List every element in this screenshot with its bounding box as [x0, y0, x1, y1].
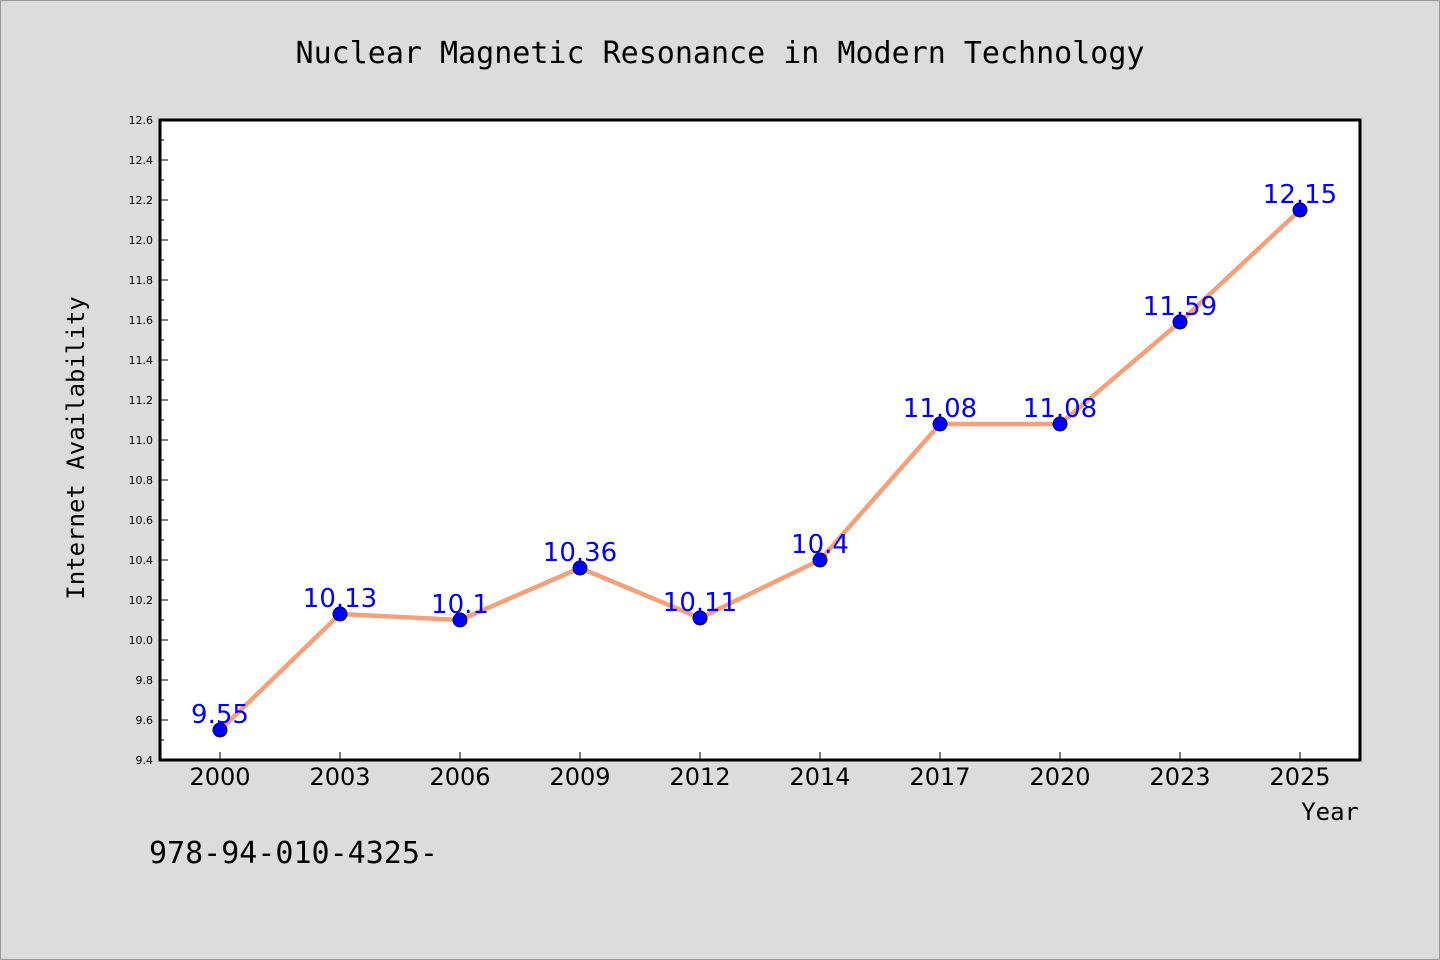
data-label: 10.13: [303, 584, 377, 614]
data-point: [572, 560, 588, 576]
footer-text: 978-94-010-4325-: [149, 836, 438, 871]
data-label: 11.59: [1143, 292, 1217, 322]
x-tick-label: 2014: [789, 763, 850, 791]
x-tick-label: 2025: [1269, 763, 1330, 791]
data-point: [332, 606, 348, 622]
data-point: [932, 416, 948, 432]
data-label: 10.1: [431, 590, 489, 620]
data-label: 9.55: [191, 700, 249, 730]
x-tick-label: 2017: [909, 763, 970, 791]
x-tick-label: 2020: [1029, 763, 1090, 791]
x-tick-label: 2023: [1149, 763, 1210, 791]
series-markers: [212, 202, 1308, 738]
data-point: [212, 722, 228, 738]
data-point: [692, 610, 708, 626]
y-tick-label: 11.2: [129, 394, 154, 407]
y-tick-label: 11.0: [129, 434, 154, 447]
data-label: 11.08: [1023, 394, 1097, 424]
y-tick-label: 9.6: [136, 714, 154, 727]
y-tick-label: 10.8: [129, 474, 154, 487]
x-tick-label: 2000: [189, 763, 250, 791]
y-axis-label: Internet Availability: [62, 296, 90, 599]
y-tick-label: 10.6: [129, 514, 154, 527]
x-tick-label: 2003: [309, 763, 370, 791]
y-tick-label: 10.0: [129, 634, 154, 647]
data-point: [1052, 416, 1068, 432]
data-labels: 9.55 10.13 10.1 10.36 10.11 10.4 11.08 11.08 11.…: [191, 180, 1337, 730]
series-line: [217, 207, 1303, 733]
x-tick-label: 2012: [669, 763, 730, 791]
data-point: [452, 612, 468, 628]
y-tick-label: 11.6: [129, 314, 154, 327]
y-tick-label: 12.2: [129, 194, 154, 207]
y-tick-label: 10.2: [129, 594, 154, 607]
y-tick-label: 12.0: [129, 234, 154, 247]
y-tick-label: 11.4: [129, 354, 154, 367]
y-axis: 9.4 9.6 9.8 10.0 10.2 10.4 10.6 10.8 11.0 11.2 11.…: [129, 114, 168, 767]
y-tick-label: 9.8: [136, 674, 154, 687]
data-label: 12.15: [1263, 180, 1337, 210]
data-label: 10.11: [663, 588, 737, 618]
data-point: [812, 552, 828, 568]
y-tick-label: 9.4: [136, 754, 154, 767]
y-tick-label: 12.4: [129, 154, 154, 167]
x-axis-label: Year: [1301, 798, 1359, 826]
chart-title: Nuclear Magnetic Resonance in Modern Tec…: [296, 36, 1145, 71]
x-tick-label: 2009: [549, 763, 610, 791]
data-label: 10.4: [791, 530, 849, 560]
x-tick-label: 2006: [429, 763, 490, 791]
y-tick-label: 11.8: [129, 274, 154, 287]
data-label: 10.36: [543, 538, 617, 568]
data-label: 11.08: [903, 394, 977, 424]
y-tick-label: 12.6: [129, 114, 154, 127]
data-point: [1172, 314, 1188, 330]
data-point: [1292, 202, 1308, 218]
plot-area: [160, 120, 1360, 760]
x-axis: 2000 2003 2006 2009 2012 2014 2017 2020 2023 2025: [189, 752, 1331, 791]
plot-border: [158, 118, 1362, 762]
y-tick-label: 10.4: [129, 554, 154, 567]
